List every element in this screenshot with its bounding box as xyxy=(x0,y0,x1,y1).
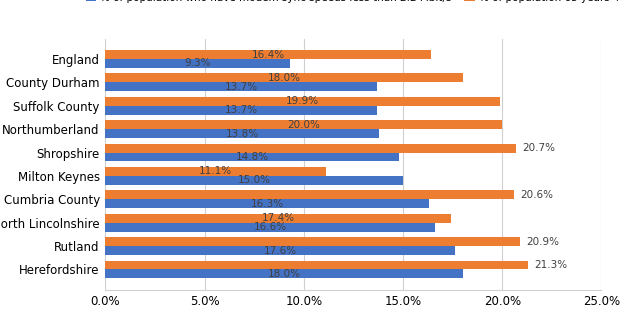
Bar xyxy=(105,153,399,161)
Text: 14.8%: 14.8% xyxy=(236,152,269,162)
Text: 20.0%: 20.0% xyxy=(287,120,321,130)
Text: 20.9%: 20.9% xyxy=(526,237,559,247)
Text: 16.4%: 16.4% xyxy=(252,50,285,60)
Bar xyxy=(105,167,326,176)
Text: 17.6%: 17.6% xyxy=(264,246,296,256)
Bar xyxy=(105,73,463,82)
Text: 16.6%: 16.6% xyxy=(254,222,286,232)
Bar xyxy=(105,260,528,270)
Text: 18.0%: 18.0% xyxy=(267,269,301,279)
Legend: % of population who have modem sync speeds less than 2.2 Mbit/s, % of population: % of population who have modem sync spee… xyxy=(81,0,620,7)
Bar xyxy=(105,50,431,59)
Text: 9.3%: 9.3% xyxy=(184,58,211,68)
Text: 13.7%: 13.7% xyxy=(224,82,258,92)
Text: 13.7%: 13.7% xyxy=(224,105,258,115)
Bar xyxy=(105,82,377,91)
Bar xyxy=(105,120,502,129)
Bar xyxy=(105,246,454,255)
Bar xyxy=(105,144,516,153)
Bar xyxy=(105,237,520,246)
Bar xyxy=(105,97,500,106)
Bar xyxy=(105,106,377,115)
Bar xyxy=(105,199,429,208)
Bar xyxy=(105,190,514,199)
Text: 17.4%: 17.4% xyxy=(262,213,294,223)
Text: 21.3%: 21.3% xyxy=(534,260,567,270)
Text: 20.6%: 20.6% xyxy=(520,190,553,200)
Text: 20.7%: 20.7% xyxy=(522,143,555,153)
Bar xyxy=(105,59,290,68)
Text: 11.1%: 11.1% xyxy=(199,166,232,176)
Text: 15.0%: 15.0% xyxy=(237,175,271,185)
Bar xyxy=(105,270,463,279)
Bar xyxy=(105,223,435,232)
Text: 19.9%: 19.9% xyxy=(286,96,319,106)
Bar xyxy=(105,176,403,185)
Bar xyxy=(105,129,379,138)
Text: 18.0%: 18.0% xyxy=(267,73,301,83)
Text: 16.3%: 16.3% xyxy=(250,199,284,209)
Text: 13.8%: 13.8% xyxy=(226,128,259,138)
Bar xyxy=(105,214,451,223)
